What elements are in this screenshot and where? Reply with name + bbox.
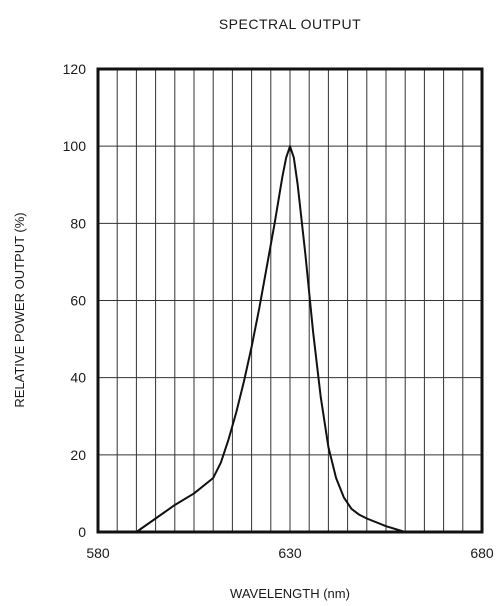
chart-title: SPECTRAL OUTPUT: [219, 16, 361, 32]
plot-frame: [96, 67, 484, 534]
grid-lines: [98, 69, 482, 532]
series-line-group: [135, 145, 407, 533]
y-tick-label: 100: [63, 138, 87, 154]
y-tick-label: 20: [70, 447, 86, 463]
x-axis-label: WAVELENGTH (nm): [230, 586, 350, 601]
plot-frame-group: [96, 67, 484, 534]
y-tick-label: 40: [70, 370, 86, 386]
y-tick-label: 120: [63, 61, 87, 77]
x-tick-label: 680: [470, 545, 494, 561]
y-axis-label: RELATIVE POWER OUTPUT (%): [12, 212, 27, 407]
spectral-curve-line: [135, 145, 407, 533]
y-tick-label: 80: [70, 215, 86, 231]
y-tick-labels: 0 20 40 60 80 100 120: [63, 61, 87, 540]
y-tick-label: 60: [70, 293, 86, 309]
y-tick-label: 0: [78, 524, 86, 540]
x-tick-label: 580: [86, 545, 110, 561]
x-tick-label: 630: [278, 545, 302, 561]
x-tick-labels: 580 630 680: [86, 545, 494, 561]
